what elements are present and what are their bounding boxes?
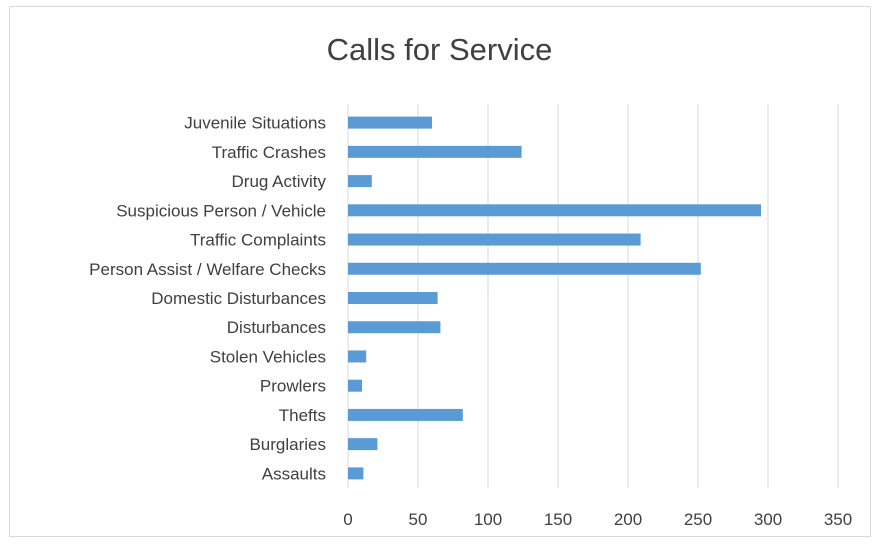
bar	[348, 204, 761, 217]
bars	[348, 116, 761, 480]
category-label: Stolen Vehicles	[210, 347, 326, 366]
bar	[348, 175, 372, 188]
grid-lines	[347, 104, 839, 488]
x-tick-label: 350	[824, 510, 852, 529]
x-tick-label: 150	[544, 510, 572, 529]
category-label: Traffic Crashes	[212, 143, 326, 162]
category-label: Prowlers	[260, 377, 326, 396]
bar	[348, 379, 362, 392]
x-tick-label: 250	[684, 510, 712, 529]
bar	[348, 321, 441, 334]
x-tick-label: 200	[614, 510, 642, 529]
category-label: Burglaries	[249, 435, 326, 454]
bar	[348, 350, 367, 363]
bar	[348, 116, 432, 129]
bar	[348, 438, 378, 451]
category-label: Suspicious Person / Vehicle	[116, 201, 326, 220]
bar	[348, 145, 522, 158]
category-labels: Juvenile Situations Traffic Crashes Drug A…	[89, 114, 326, 484]
category-label: Domestic Disturbances	[151, 289, 326, 308]
bar	[348, 408, 463, 421]
category-label: Traffic Complaints	[190, 231, 326, 250]
x-tick-label: 50	[409, 510, 428, 529]
category-label: Juvenile Situations	[184, 114, 326, 133]
x-tick-label: 0	[343, 510, 352, 529]
x-tick-label: 100	[474, 510, 502, 529]
category-label: Person Assist / Welfare Checks	[89, 260, 326, 279]
category-label: Drug Activity	[232, 172, 327, 191]
category-label: Disturbances	[227, 318, 326, 337]
bar	[348, 292, 438, 304]
category-label: Assaults	[262, 464, 326, 483]
bar	[348, 233, 641, 246]
x-tick-label: 300	[754, 510, 782, 529]
chart-title: Calls for Service	[326, 32, 553, 67]
bar	[348, 467, 364, 480]
bar	[348, 262, 701, 275]
category-label: Thefts	[279, 406, 326, 425]
x-tick-labels: 0 50 100 150 200 250 300 350	[343, 510, 852, 529]
